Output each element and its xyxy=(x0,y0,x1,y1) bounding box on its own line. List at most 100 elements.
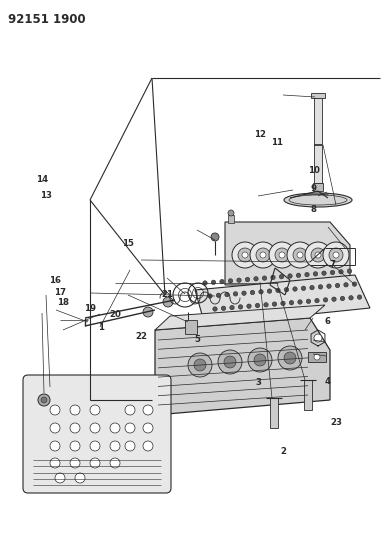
Circle shape xyxy=(340,296,345,301)
Circle shape xyxy=(228,210,234,216)
Circle shape xyxy=(70,405,80,415)
Circle shape xyxy=(50,405,60,415)
Circle shape xyxy=(305,272,309,277)
Circle shape xyxy=(260,252,266,258)
Circle shape xyxy=(272,302,277,306)
Text: 9: 9 xyxy=(310,184,317,192)
Text: 19: 19 xyxy=(84,304,96,312)
Text: 12: 12 xyxy=(254,130,266,139)
Circle shape xyxy=(211,233,219,241)
Circle shape xyxy=(287,242,313,268)
Circle shape xyxy=(225,293,229,297)
Circle shape xyxy=(55,473,65,483)
Circle shape xyxy=(344,282,348,287)
Bar xyxy=(313,183,323,191)
Circle shape xyxy=(284,352,296,364)
Circle shape xyxy=(218,350,242,374)
Circle shape xyxy=(238,248,252,262)
Bar xyxy=(314,98,322,183)
Text: 20: 20 xyxy=(110,310,121,319)
Circle shape xyxy=(110,423,120,433)
Circle shape xyxy=(339,270,343,274)
Text: 8: 8 xyxy=(310,205,317,214)
Circle shape xyxy=(143,441,153,451)
Circle shape xyxy=(255,303,260,308)
Text: 92151 1900: 92151 1900 xyxy=(8,13,86,26)
Circle shape xyxy=(276,288,280,293)
Bar xyxy=(308,352,326,362)
Text: 17: 17 xyxy=(54,288,66,296)
Circle shape xyxy=(242,252,248,258)
Circle shape xyxy=(267,289,272,293)
Circle shape xyxy=(305,242,331,268)
Text: 5: 5 xyxy=(194,335,200,344)
Circle shape xyxy=(125,405,135,415)
Circle shape xyxy=(143,307,153,317)
Circle shape xyxy=(256,248,270,262)
Circle shape xyxy=(38,394,50,406)
Circle shape xyxy=(228,279,233,283)
Text: 11: 11 xyxy=(272,139,283,147)
Text: 21: 21 xyxy=(162,290,173,299)
Circle shape xyxy=(254,354,266,366)
Circle shape xyxy=(163,297,173,307)
Text: 15: 15 xyxy=(122,239,134,248)
Circle shape xyxy=(289,301,294,305)
Circle shape xyxy=(90,423,100,433)
Circle shape xyxy=(310,285,314,290)
Circle shape xyxy=(296,273,301,278)
Circle shape xyxy=(188,353,212,377)
Circle shape xyxy=(224,356,236,368)
Circle shape xyxy=(262,276,267,280)
Circle shape xyxy=(233,292,238,296)
Circle shape xyxy=(311,248,325,262)
Circle shape xyxy=(315,252,321,258)
Circle shape xyxy=(330,270,335,274)
Circle shape xyxy=(349,296,353,300)
Circle shape xyxy=(264,303,268,307)
Circle shape xyxy=(284,287,289,292)
Polygon shape xyxy=(225,222,350,285)
Text: 16: 16 xyxy=(50,277,61,285)
Circle shape xyxy=(232,242,258,268)
Text: 3: 3 xyxy=(255,378,261,387)
Text: 13: 13 xyxy=(40,191,52,200)
Circle shape xyxy=(50,423,60,433)
Circle shape xyxy=(357,295,362,300)
Circle shape xyxy=(125,441,135,451)
Bar xyxy=(270,398,278,428)
Circle shape xyxy=(70,423,80,433)
Text: 1: 1 xyxy=(98,324,104,332)
Bar xyxy=(311,93,325,98)
Circle shape xyxy=(221,306,226,311)
Text: 10: 10 xyxy=(308,166,319,175)
Circle shape xyxy=(208,294,212,298)
Circle shape xyxy=(254,277,258,281)
Circle shape xyxy=(314,354,320,360)
Circle shape xyxy=(279,252,285,258)
Circle shape xyxy=(70,441,80,451)
Text: 7: 7 xyxy=(330,261,336,269)
Circle shape xyxy=(318,285,323,289)
Circle shape xyxy=(332,297,336,301)
Circle shape xyxy=(213,307,217,311)
Circle shape xyxy=(143,423,153,433)
Circle shape xyxy=(279,274,284,279)
Circle shape xyxy=(314,334,322,342)
Circle shape xyxy=(293,248,307,262)
Circle shape xyxy=(237,278,241,282)
Circle shape xyxy=(110,458,120,468)
Polygon shape xyxy=(155,318,330,415)
Circle shape xyxy=(327,284,331,288)
Text: 6: 6 xyxy=(325,317,331,326)
Circle shape xyxy=(323,242,349,268)
Circle shape xyxy=(110,441,120,451)
Circle shape xyxy=(306,299,311,303)
Circle shape xyxy=(143,405,153,415)
Circle shape xyxy=(352,282,357,286)
Circle shape xyxy=(315,298,319,303)
Circle shape xyxy=(194,359,206,371)
Circle shape xyxy=(347,269,352,273)
Circle shape xyxy=(259,289,263,294)
Circle shape xyxy=(269,242,295,268)
